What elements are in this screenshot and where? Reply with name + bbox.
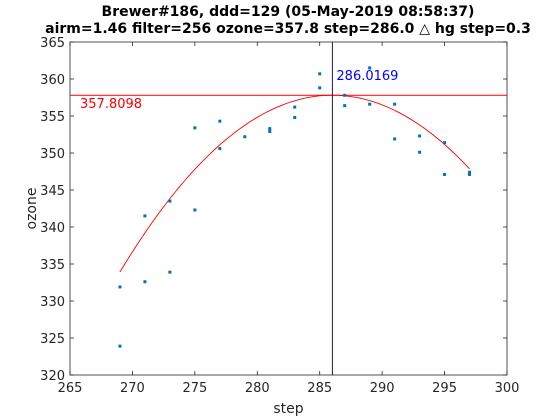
data-point (368, 66, 372, 70)
x-tick-label: 295 (432, 381, 457, 396)
x-tick-label: 300 (495, 381, 520, 396)
data-point (443, 172, 447, 176)
data-point (118, 285, 122, 289)
y-tick-label: 365 (40, 36, 65, 51)
chart-title-line-1: Brewer#186, ddd=129 (05-May-2019 08:58:3… (102, 4, 475, 20)
x-tick-label: 265 (58, 381, 83, 396)
data-point (218, 119, 222, 123)
y-tick-label: 355 (40, 110, 65, 125)
step-value-label: 286.0169 (336, 69, 398, 84)
fit-curve (119, 94, 470, 273)
y-tick-label: 345 (40, 184, 65, 199)
data-point (193, 126, 197, 130)
x-tick-label: 285 (307, 381, 332, 396)
data-point (193, 208, 197, 212)
data-point (393, 137, 397, 141)
data-point (293, 105, 297, 109)
ozone-value-label: 357.8098 (80, 97, 142, 112)
data-point (293, 115, 297, 119)
data-point (168, 199, 172, 203)
y-tick-label: 320 (40, 369, 65, 384)
data-point (393, 102, 397, 106)
data-point (368, 102, 372, 106)
data-point (218, 147, 222, 151)
y-tick-label: 340 (40, 221, 65, 236)
x-tick-label: 275 (182, 381, 207, 396)
data-point (268, 130, 272, 134)
data-point (343, 104, 347, 108)
y-axis-label: ozone (24, 188, 40, 230)
x-tick-label: 270 (120, 381, 145, 396)
x-tick-label: 290 (370, 381, 395, 396)
y-tick-label: 335 (40, 258, 65, 273)
y-tick-label: 330 (40, 295, 65, 310)
data-point (343, 93, 347, 97)
data-point (318, 72, 322, 76)
plot-area: 265 270 275 280 285 290 295 300 320 325 330 335 340 3… (40, 36, 519, 396)
data-point (143, 214, 147, 218)
data-point (118, 344, 122, 348)
data-point (268, 127, 272, 131)
y-tick-label: 360 (40, 73, 65, 88)
data-point (468, 172, 472, 176)
data-point (318, 86, 322, 90)
data-point (443, 141, 447, 145)
data-point (468, 170, 472, 174)
y-tick-label: 350 (40, 147, 65, 162)
data-point (143, 280, 147, 284)
x-axis-label: step (273, 401, 303, 417)
axes-box (69, 41, 508, 376)
chart-title-line-2: airm=1.46 filter=256 ozone=357.8 step=28… (45, 21, 531, 37)
y-tick-label: 325 (40, 332, 65, 347)
data-point (418, 150, 422, 154)
data-point (243, 135, 247, 139)
data-point (168, 270, 172, 274)
data-point (418, 134, 422, 138)
x-tick-label: 280 (245, 381, 270, 396)
